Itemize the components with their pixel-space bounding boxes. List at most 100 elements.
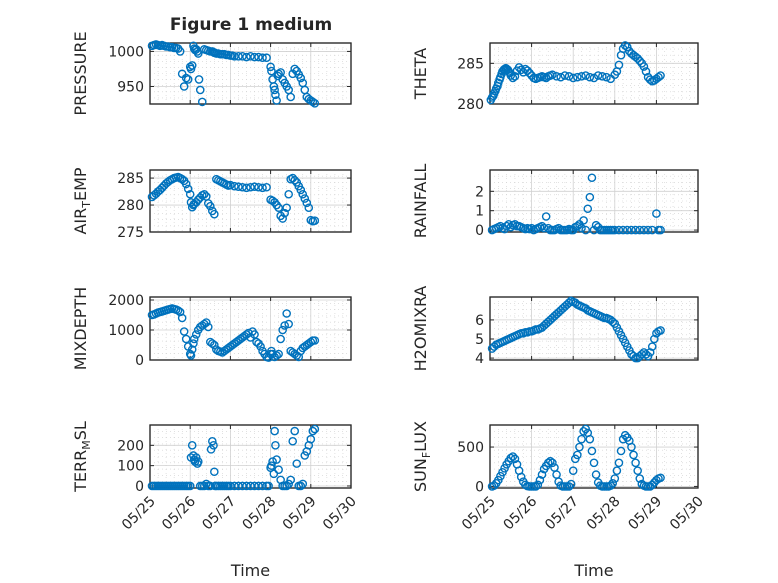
data-point (264, 481, 273, 491)
data-point (210, 467, 219, 477)
data-point (199, 189, 209, 199)
data-point (535, 475, 545, 485)
y-axis-label: PRESSURE (71, 31, 90, 115)
data-point (292, 459, 302, 468)
data-point (187, 441, 197, 450)
data-point (191, 453, 201, 462)
data-point (650, 334, 659, 344)
y-axis-label: TERRMSL (71, 421, 93, 493)
data-point (589, 73, 599, 83)
data-point (284, 319, 293, 329)
data-point (181, 179, 191, 189)
data-point (242, 481, 251, 491)
data-point (598, 72, 607, 81)
data-point (197, 97, 207, 107)
data-point (502, 221, 511, 231)
y-tick-label: 0 (135, 479, 144, 495)
data-point (308, 97, 318, 107)
data-point (195, 85, 205, 95)
data-point (579, 426, 588, 436)
data-point (568, 73, 578, 83)
data-point (506, 453, 516, 463)
data-point (620, 41, 630, 50)
data-point (548, 70, 557, 80)
data-point (627, 442, 636, 452)
figure-title: Figure 1 medium (170, 15, 332, 35)
data-point (610, 474, 620, 483)
data-point (581, 71, 590, 80)
data-point (527, 223, 536, 233)
y-tick-label: 2000 (108, 293, 144, 309)
axes-frame (489, 169, 699, 233)
data-point (272, 455, 281, 464)
data-point (258, 53, 267, 63)
y-tick-label: 6 (475, 313, 484, 329)
data-point (250, 481, 259, 491)
data-point (647, 480, 657, 490)
subplot-7: 0 100 200 TERRMSL 05/25 05/26 05/27 05/28 05/29 0… (71, 421, 360, 580)
data-point (250, 182, 259, 192)
data-point (209, 441, 218, 450)
data-point (208, 339, 217, 348)
data-point (652, 209, 661, 218)
subplot-8: 0 500 SUNFLUX 05/25 05/26 05/27 05/28 05/29 05/3… (411, 421, 707, 580)
data-point (199, 481, 209, 491)
data-point (238, 481, 247, 491)
data-point (556, 72, 566, 82)
data-point (635, 474, 645, 483)
data-point (269, 82, 279, 91)
y-tick-label: 1 (475, 204, 484, 220)
data-point (266, 62, 275, 72)
data-point (234, 52, 243, 61)
data-point (175, 47, 185, 56)
x-tick-label: 05/29 (625, 494, 665, 534)
data-point (238, 182, 247, 192)
data-point (254, 182, 263, 192)
data-point (226, 481, 235, 491)
data-point (548, 458, 557, 468)
axes-frame (149, 296, 352, 361)
data-point (631, 225, 640, 235)
data-point (246, 481, 255, 491)
data-point (181, 73, 191, 83)
x-tick-label: 05/29 (280, 494, 320, 534)
data-point (310, 336, 320, 345)
data-point (302, 198, 312, 208)
data-point (591, 470, 601, 479)
data-point (270, 426, 279, 436)
data-point (189, 334, 199, 344)
x-axis-label: Time (230, 561, 270, 580)
x-tick-label: 05/26 (159, 493, 199, 533)
data-point (516, 472, 526, 482)
x-tick-label: 05/26 (501, 493, 541, 533)
y-tick-label: 950 (117, 79, 144, 95)
axes-frame (149, 424, 352, 489)
data-point (525, 68, 534, 78)
y-tick-label: 500 (457, 440, 484, 456)
data-point (189, 339, 198, 348)
data-point (568, 466, 578, 475)
data-point (622, 42, 632, 52)
data-point (246, 182, 255, 192)
y-tick-label: 280 (117, 198, 144, 214)
data-point (173, 306, 183, 315)
data-point (593, 71, 603, 80)
data-point (585, 72, 595, 82)
data-point (208, 436, 217, 446)
data-point (296, 185, 306, 195)
data-point (577, 434, 586, 444)
data-point (183, 75, 193, 84)
data-point (564, 72, 574, 81)
data-point (560, 71, 570, 80)
data-point (608, 317, 618, 327)
data-point (546, 456, 555, 466)
data-point (533, 480, 543, 490)
data-point (633, 466, 642, 475)
data-point (298, 479, 308, 489)
data-point (271, 90, 280, 100)
y-axis-label: AIRTEMP (71, 167, 93, 234)
y-axis-label: THETA (411, 48, 430, 100)
axes-frame (489, 424, 699, 489)
data-point (194, 75, 204, 84)
data-point (280, 208, 289, 218)
